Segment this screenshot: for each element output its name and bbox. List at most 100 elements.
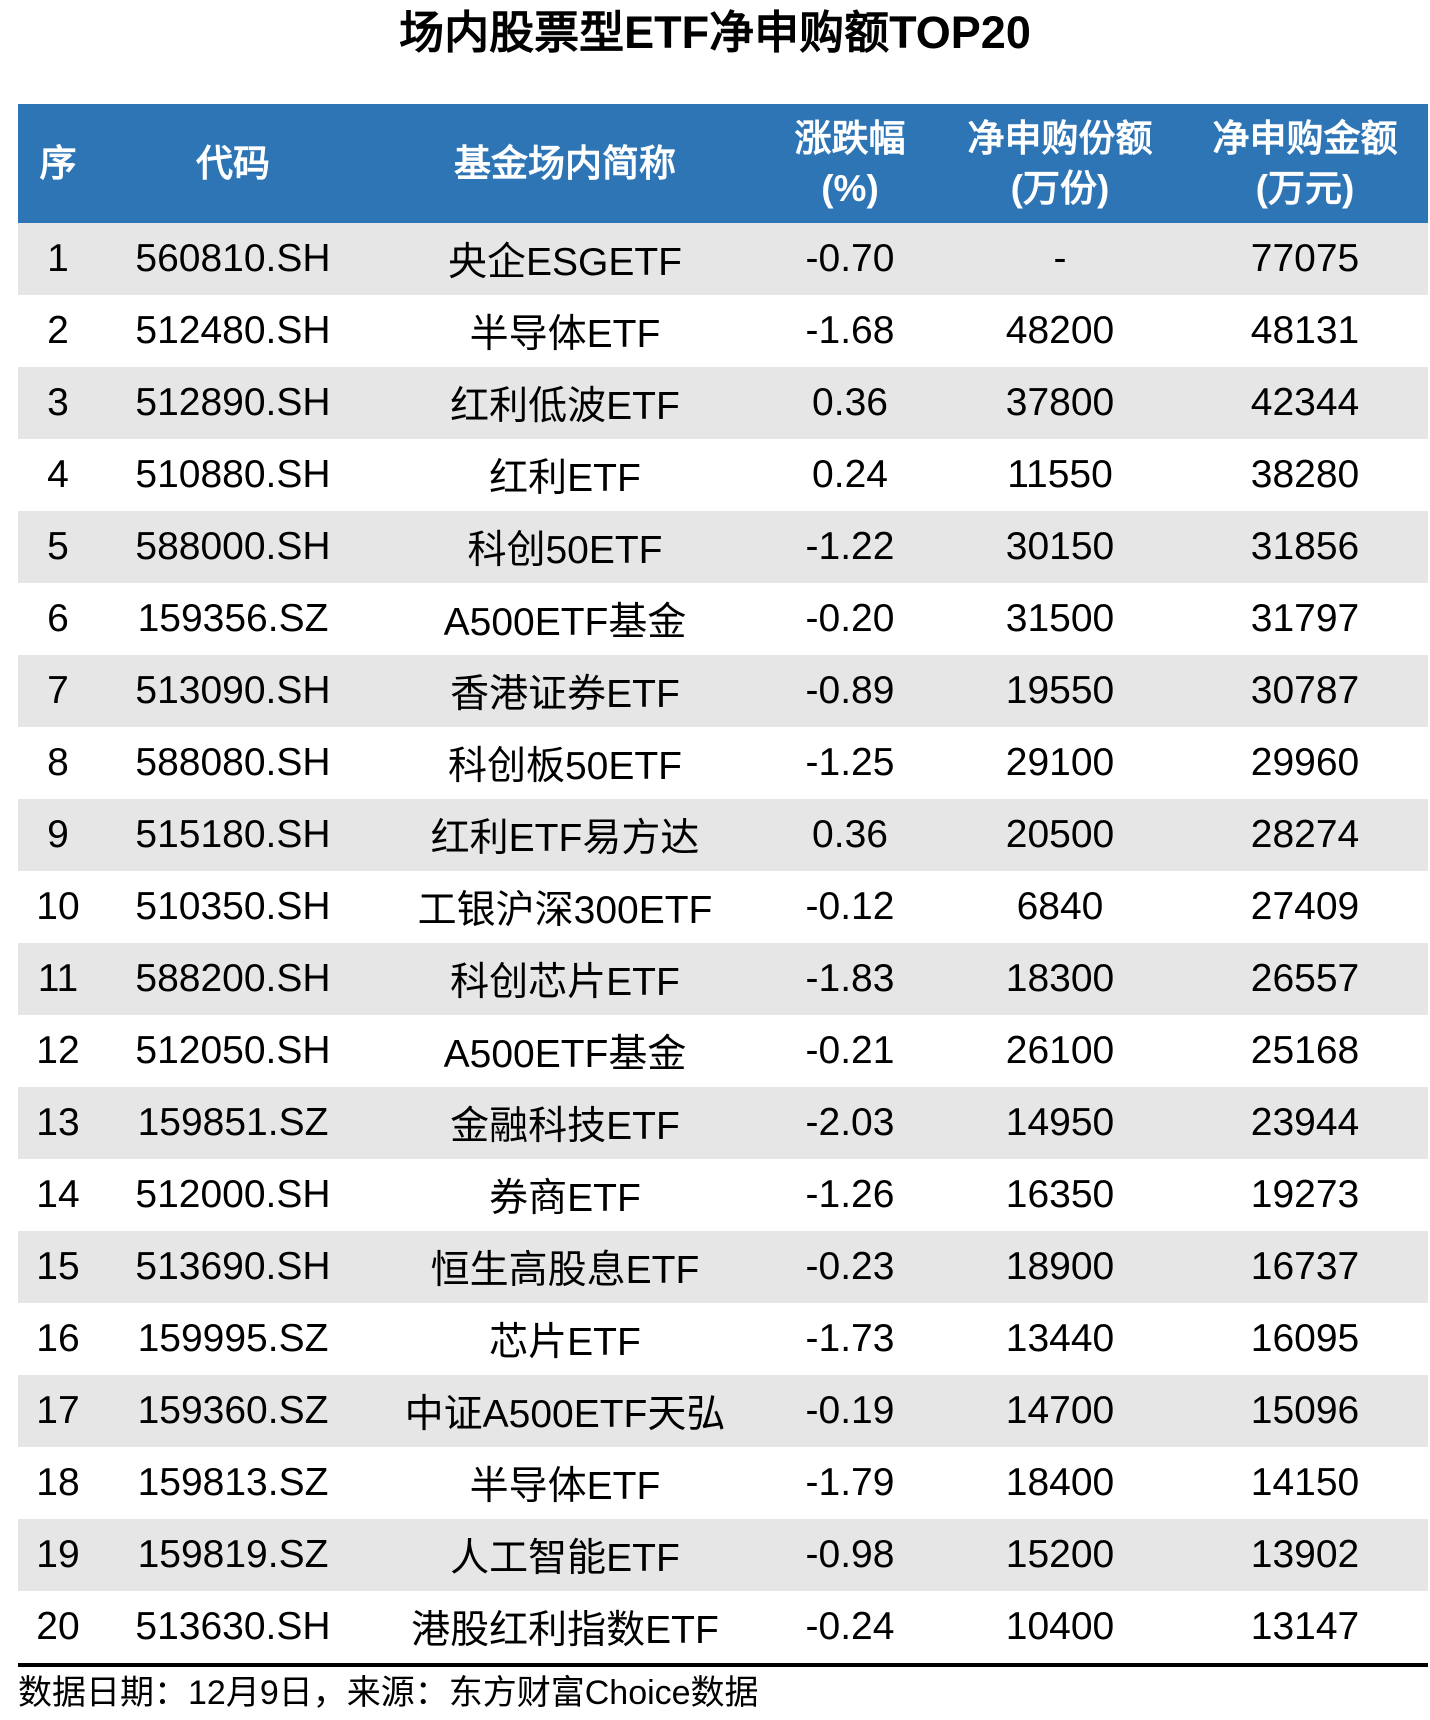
table-row: 11 588200.SH 科创芯片ETF -1.83 18300 26557 (18, 943, 1428, 1015)
table-cell-rank: 4 (47, 453, 69, 496)
table-cell-amount: 26557 (1250, 957, 1360, 1000)
table-cell-change: -0.21 (805, 1029, 895, 1072)
table-cell-amount: 42344 (1250, 381, 1360, 424)
table-cell-name: 港股红利指数ETF (411, 1609, 719, 1652)
table-cell-change: -1.68 (805, 309, 895, 352)
table-body: 1 560810.SH 央企ESGETF -0.70 - 77075 2 512480.SH 半… (18, 223, 1428, 1663)
table-row: 8 588080.SH 科创板50ETF -1.25 29100 29960 (18, 727, 1428, 799)
table-cell-rank: 17 (36, 1389, 80, 1432)
table-cell-shares: 14700 (1005, 1389, 1115, 1432)
table-cell-change: -0.19 (805, 1389, 895, 1432)
table-cell-amount: 25168 (1250, 1029, 1360, 1072)
table-cell-name: 红利ETF (489, 457, 641, 500)
column-header-label: 净申购金额 (1212, 117, 1398, 159)
table-cell-amount: 48131 (1250, 309, 1360, 352)
table-cell-code: 512480.SH (135, 309, 331, 352)
column-header-unit: (万元) (1255, 167, 1355, 209)
table-row: 2 512480.SH 半导体ETF -1.68 48200 48131 (18, 295, 1428, 367)
table-cell-code: 512050.SH (135, 1029, 331, 1072)
table-cell-change: -1.73 (805, 1317, 895, 1360)
table-cell-change: -0.12 (805, 885, 895, 928)
table-cell-code: 159360.SZ (137, 1389, 329, 1432)
table-cell-code: 159851.SZ (137, 1101, 329, 1144)
column-header-label: 涨跌幅 (794, 117, 906, 159)
table-cell-change: -1.83 (805, 957, 895, 1000)
table-cell-name: 科创芯片ETF (450, 961, 680, 1004)
table-cell-rank: 18 (36, 1461, 80, 1504)
table-cell-code: 512890.SH (135, 381, 331, 424)
table-cell-code: 588000.SH (135, 525, 331, 568)
data-source-note: 数据日期：12月9日，来源：东方财富Choice数据 (18, 1663, 1428, 1713)
table-cell-name: 半导体ETF (469, 313, 661, 356)
column-header-label: 代码 (196, 142, 270, 184)
table-cell-rank: 15 (36, 1245, 80, 1288)
table-cell-shares: 20500 (1005, 813, 1115, 856)
column-header-label: 序 (39, 142, 77, 184)
table-cell-name: 央企ESGETF (447, 241, 683, 284)
table-cell-change: -1.22 (805, 525, 895, 568)
table-cell-rank: 3 (47, 381, 69, 424)
table-cell-amount: 31797 (1250, 597, 1360, 640)
table-cell-name: 科创50ETF (467, 529, 663, 572)
table-row: 15 513690.SH 恒生高股息ETF -0.23 18900 16737 (18, 1231, 1428, 1303)
table-cell-amount: 16737 (1250, 1245, 1360, 1288)
table-row: 3 512890.SH 红利低波ETF 0.36 37800 42344 (18, 367, 1428, 439)
table-cell-code: 510350.SH (135, 885, 331, 928)
table-cell-shares: 37800 (1005, 381, 1115, 424)
table-cell-rank: 5 (47, 525, 69, 568)
table-cell-rank: 10 (36, 885, 80, 928)
table-row: 13 159851.SZ 金融科技ETF -2.03 14950 23944 (18, 1087, 1428, 1159)
table-cell-rank: 13 (36, 1101, 80, 1144)
table-cell-rank: 1 (47, 237, 69, 280)
table-cell-name: 中证A500ETF天弘 (404, 1393, 726, 1436)
table-cell-amount: 38280 (1250, 453, 1360, 496)
table-cell-code: 513630.SH (135, 1605, 331, 1648)
table-row: 16 159995.SZ 芯片ETF -1.73 13440 16095 (18, 1303, 1428, 1375)
table-cell-change: -0.70 (805, 237, 895, 280)
table-row: 17 159360.SZ 中证A500ETF天弘 -0.19 14700 15096 (18, 1375, 1428, 1447)
table-cell-rank: 2 (47, 309, 69, 352)
table-cell-shares: 6840 (1016, 885, 1104, 928)
table-cell-rank: 19 (36, 1533, 80, 1576)
table-cell-code: 515180.SH (135, 813, 331, 856)
table-row: 1 560810.SH 央企ESGETF -0.70 - 77075 (18, 223, 1428, 295)
table-cell-shares: 14950 (1005, 1101, 1115, 1144)
table-cell-amount: 15096 (1250, 1389, 1360, 1432)
table-row: 5 588000.SH 科创50ETF -1.22 30150 31856 (18, 511, 1428, 583)
table-cell-amount: 77075 (1250, 237, 1360, 280)
table-row: 6 159356.SZ A500ETF基金 -0.20 31500 31797 (18, 583, 1428, 655)
table-cell-shares: 26100 (1005, 1029, 1115, 1072)
table-cell-amount: 31856 (1250, 525, 1360, 568)
table-cell-code: 159813.SZ (137, 1461, 329, 1504)
column-header-amount: 净申购金额 (万元) (1182, 104, 1428, 223)
table-cell-change: -2.03 (805, 1101, 895, 1144)
table-cell-code: 512000.SH (135, 1173, 331, 1216)
table-cell-change: -1.25 (805, 741, 895, 784)
table-row: 18 159813.SZ 半导体ETF -1.79 18400 14150 (18, 1447, 1428, 1519)
table-cell-code: 513090.SH (135, 669, 331, 712)
table-cell-amount: 29960 (1250, 741, 1360, 784)
table-row: 12 512050.SH A500ETF基金 -0.21 26100 25168 (18, 1015, 1428, 1087)
page-title: 场内股票型ETF净申购额TOP20 (399, 7, 1031, 58)
table-cell-amount: 13147 (1250, 1605, 1360, 1648)
table-row: 4 510880.SH 红利ETF 0.24 11550 38280 (18, 439, 1428, 511)
table-cell-name: 人工智能ETF (450, 1537, 680, 1580)
column-header-label: 净申购份额 (967, 117, 1153, 159)
table-cell-name: A500ETF基金 (443, 601, 687, 644)
table-cell-rank: 11 (37, 957, 79, 1000)
table-cell-shares: 18900 (1005, 1245, 1115, 1288)
column-header-change: 涨跌幅 (%) (762, 104, 938, 223)
table-cell-change: 0.36 (812, 381, 888, 424)
data-source-text: 数据日期：12月9日，来源：东方财富Choice数据 (18, 1674, 759, 1712)
table-cell-shares: 18400 (1005, 1461, 1115, 1504)
table-cell-name: 工银沪深300ETF (417, 889, 713, 932)
table-cell-change: -0.24 (805, 1605, 895, 1648)
table-cell-shares: 48200 (1005, 309, 1115, 352)
table-cell-change: 0.24 (812, 453, 888, 496)
table-cell-change: -0.23 (805, 1245, 895, 1288)
table-cell-amount: 13902 (1250, 1533, 1360, 1576)
column-header-name: 基金场内简称 (368, 104, 762, 223)
column-header-code: 代码 (98, 104, 368, 223)
table-row: 20 513630.SH 港股红利指数ETF -0.24 10400 13147 (18, 1591, 1428, 1663)
